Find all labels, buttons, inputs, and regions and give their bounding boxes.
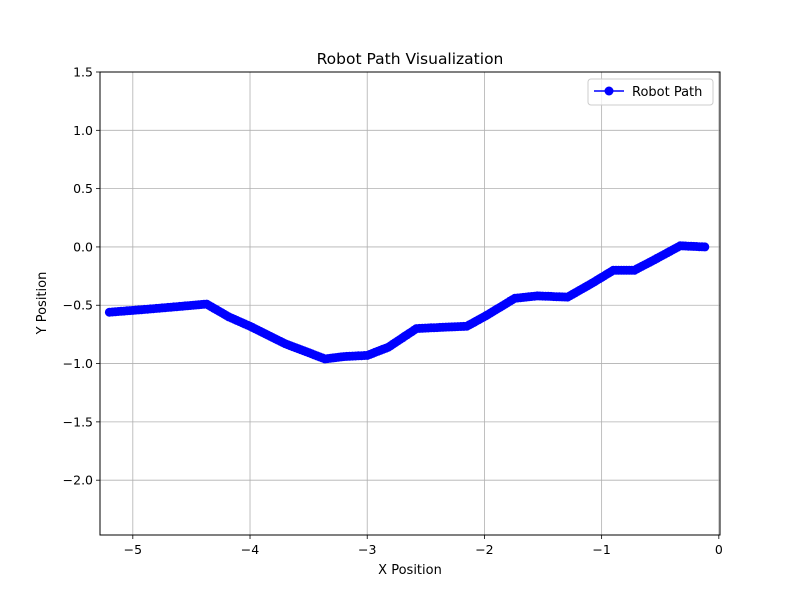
data-point xyxy=(104,307,114,317)
y-axis-label: Y Position xyxy=(35,272,50,336)
legend-box xyxy=(587,78,714,106)
x-tick-label: −1 xyxy=(592,542,610,557)
y-tick-label: 1.0 xyxy=(73,123,93,138)
y-tick-label: 0.5 xyxy=(73,181,93,196)
legend: Robot Path xyxy=(587,78,714,106)
series-layer xyxy=(104,241,710,364)
plot-frame xyxy=(99,71,721,536)
chart-title: Robot Path Visualization xyxy=(317,50,504,68)
y-tick-label: −1.5 xyxy=(63,414,93,429)
x-tick-label: −5 xyxy=(124,542,142,557)
legend-marker-swatch xyxy=(604,86,614,96)
y-tick-label: 0.0 xyxy=(73,239,93,254)
y-tick-label: 1.5 xyxy=(73,65,93,80)
grid xyxy=(100,71,720,535)
x-tick-label: −3 xyxy=(358,542,376,557)
x-axis-label: X Position xyxy=(378,563,442,578)
legend-label-robot-path: Robot Path xyxy=(632,85,702,100)
y-tick-label: −1.0 xyxy=(63,356,93,371)
x-tick-label: 0 xyxy=(715,542,723,557)
x-tick-label: −4 xyxy=(241,542,259,557)
y-tick-label: −0.5 xyxy=(63,298,93,313)
y-tick-label: −2.0 xyxy=(63,473,93,488)
ticks: −5 −4 −3 −2 −1 0 1.5 1.0 0.5 0.0 −0.5 −1.0 −1.5 −2.0 xyxy=(63,65,723,558)
x-tick-label: −2 xyxy=(475,542,493,557)
